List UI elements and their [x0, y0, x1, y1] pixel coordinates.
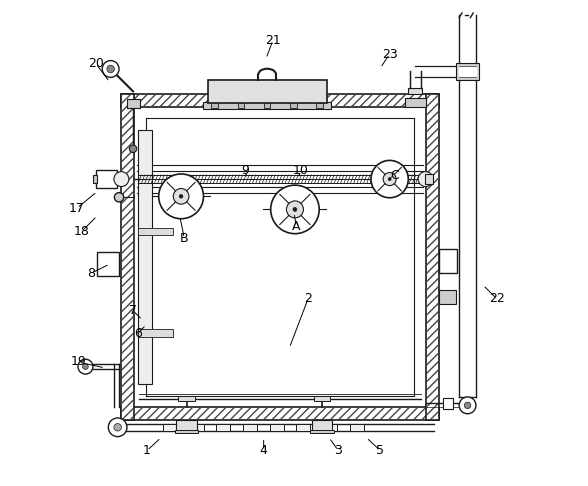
Bar — [323, 424, 337, 431]
Text: 22: 22 — [489, 293, 505, 306]
Bar — [121, 94, 135, 420]
Bar — [121, 94, 135, 420]
Text: 5: 5 — [376, 444, 385, 457]
Bar — [243, 424, 257, 431]
Circle shape — [465, 402, 471, 409]
Circle shape — [293, 208, 297, 211]
Bar — [264, 104, 270, 108]
Circle shape — [173, 189, 189, 204]
Text: 2: 2 — [304, 293, 312, 306]
Bar — [93, 175, 97, 183]
Bar — [238, 104, 244, 108]
Bar — [212, 104, 218, 108]
Bar — [310, 430, 333, 434]
Bar — [126, 99, 139, 108]
Bar — [121, 407, 439, 420]
Text: A: A — [292, 220, 300, 233]
Circle shape — [78, 359, 93, 374]
Bar — [121, 94, 439, 107]
Bar — [163, 424, 177, 431]
Bar — [138, 330, 173, 337]
Circle shape — [107, 65, 115, 73]
Bar — [203, 102, 331, 109]
Text: 6: 6 — [133, 328, 142, 341]
Text: 23: 23 — [382, 48, 397, 61]
Circle shape — [114, 424, 121, 431]
Text: 10: 10 — [293, 164, 309, 177]
Bar — [96, 170, 116, 188]
Circle shape — [159, 174, 203, 219]
Bar — [313, 397, 330, 401]
Circle shape — [179, 194, 183, 198]
Circle shape — [286, 201, 303, 218]
Text: 19: 19 — [71, 355, 86, 368]
Bar — [269, 424, 283, 431]
Bar — [121, 94, 439, 107]
Circle shape — [129, 145, 137, 153]
Bar — [349, 424, 363, 431]
Text: B: B — [180, 232, 189, 245]
Text: 1: 1 — [143, 444, 151, 457]
Bar — [439, 249, 457, 273]
Bar — [216, 424, 230, 431]
Bar — [426, 94, 439, 420]
Text: 17: 17 — [69, 202, 85, 214]
Text: 21: 21 — [265, 34, 281, 47]
Circle shape — [418, 172, 433, 187]
Text: C: C — [390, 169, 399, 182]
Bar — [176, 420, 197, 431]
Text: 8: 8 — [87, 267, 95, 280]
Text: 7: 7 — [129, 304, 137, 317]
Bar — [175, 430, 198, 434]
Circle shape — [383, 173, 396, 186]
Circle shape — [114, 172, 129, 187]
Bar — [408, 88, 422, 94]
Bar — [443, 398, 453, 409]
Text: 18: 18 — [74, 225, 89, 238]
Bar — [296, 424, 310, 431]
Bar — [405, 98, 426, 107]
Text: 4: 4 — [260, 444, 268, 457]
Circle shape — [102, 61, 119, 77]
Bar — [426, 94, 439, 420]
Bar — [425, 174, 433, 184]
Bar — [96, 252, 119, 276]
Text: 20: 20 — [88, 57, 103, 70]
Bar — [208, 80, 327, 104]
Bar — [316, 104, 323, 108]
Bar — [178, 397, 195, 401]
Bar — [439, 290, 456, 304]
Bar — [118, 174, 125, 185]
Circle shape — [270, 185, 319, 234]
Circle shape — [108, 418, 127, 436]
Bar — [121, 407, 439, 420]
Bar — [189, 424, 203, 431]
Bar — [456, 63, 479, 80]
Circle shape — [388, 177, 391, 181]
Bar — [312, 420, 332, 431]
Text: 3: 3 — [335, 444, 342, 457]
Circle shape — [459, 397, 476, 414]
Circle shape — [371, 160, 408, 198]
Text: 9: 9 — [241, 164, 249, 177]
Bar — [290, 104, 297, 108]
Bar — [138, 130, 152, 384]
Circle shape — [115, 192, 123, 202]
Bar — [135, 107, 426, 407]
Circle shape — [83, 364, 88, 369]
Bar — [138, 228, 173, 235]
